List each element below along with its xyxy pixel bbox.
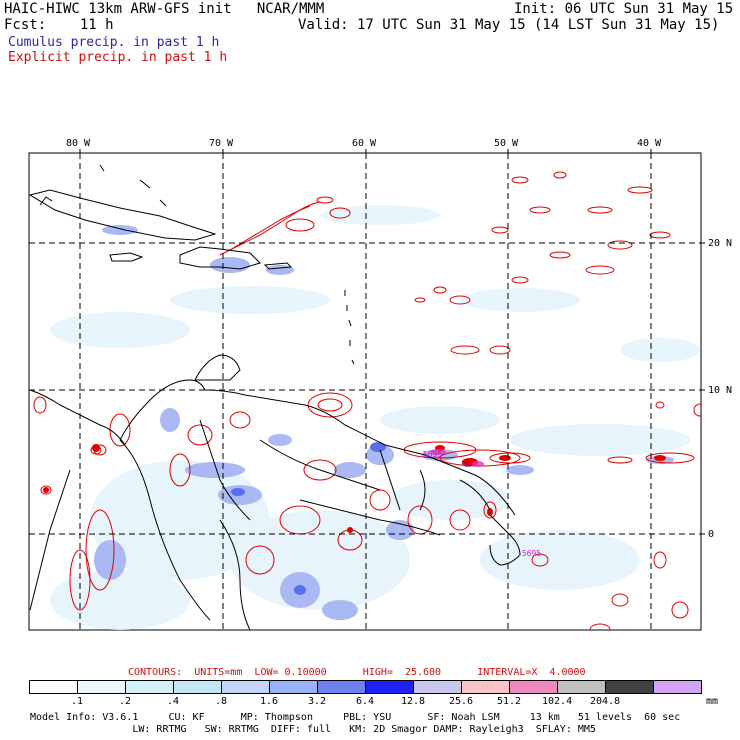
lat-label-20n: 20 N: [708, 238, 732, 249]
colorbar-swatch: [413, 680, 462, 694]
colorbar-label: .8: [215, 696, 228, 707]
colorbar-swatch: [29, 680, 78, 694]
lon-label-50w: 50 W: [494, 138, 519, 149]
colorbar-label: 51.2: [497, 696, 522, 707]
colorbar-swatch: [653, 680, 702, 694]
model-info-line2: LW: RRTMG SW: RRTMG DIFF: full KM: 2D Sm…: [30, 724, 596, 735]
lon-ticks: [79, 149, 705, 535]
cumulus-legend: Cumulus precip. in past 1 h: [8, 35, 220, 50]
explicit-precip-cores: [43, 444, 666, 533]
explicit-legend: Explicit precip. in past 1 h: [8, 50, 228, 65]
colorbar-swatch: [461, 680, 510, 694]
colorbar-label: 204.8: [590, 696, 621, 707]
feature-label-2: .5695: [517, 549, 541, 558]
precip-map: .5695 .5695 80 W 70 W 60 W 50 W 40 W 20 …: [28, 138, 732, 631]
model-info-line1: Model Info: V3.6.1 CU: KF MP: Thompson P…: [30, 712, 681, 723]
lat-label-10n: 10 N: [708, 385, 732, 396]
colorbar-label: 25.6: [449, 696, 474, 707]
lon-label-70w: 70 W: [209, 138, 234, 149]
grid-lines: [29, 153, 701, 630]
colorbar-swatch: [317, 680, 366, 694]
colorbar-swatch: [77, 680, 126, 694]
contours-info: CONTOURS: UNITS=mm LOW= 0.10000 HIGH= 25…: [128, 667, 586, 678]
colorbar-swatch: [221, 680, 270, 694]
feature-label-1: .5695: [418, 450, 442, 459]
colorbar-swatch: [125, 680, 174, 694]
colorbar-label: 3.2: [308, 696, 327, 707]
forecast-hour: Fcst: 11 h: [4, 17, 114, 33]
colorbar-units: mm: [706, 696, 719, 707]
colorbar-label: .4: [167, 696, 180, 707]
colorbar-swatch: [173, 680, 222, 694]
lat-label-0: 0: [708, 529, 714, 540]
colorbar-swatch: [557, 680, 606, 694]
colorbar-swatch: [365, 680, 414, 694]
model-title: HAIC-HIWC 13km ARW-GFS init NCAR/MMM: [4, 1, 325, 17]
colorbar-label: 12.8: [401, 696, 426, 707]
init-time: Init: 06 UTC Sun 31 May 15: [514, 1, 734, 17]
colorbar-swatch: [605, 680, 654, 694]
colorbar-swatch: [269, 680, 318, 694]
colorbar-label: 6.4: [356, 696, 375, 707]
heavy-precip-highlight: [430, 449, 484, 467]
lon-label-40w: 40 W: [637, 138, 662, 149]
colorbar-label: 1.6: [260, 696, 279, 707]
colorbar-swatch: [509, 680, 558, 694]
lon-label-60w: 60 W: [352, 138, 377, 149]
colorbar-label: .2: [119, 696, 132, 707]
colorbar-label: .1: [71, 696, 84, 707]
lon-label-80w: 80 W: [66, 138, 91, 149]
valid-time: Valid: 17 UTC Sun 31 May 15 (14 LST Sun …: [298, 17, 720, 33]
colorbar-label: 102.4: [542, 696, 573, 707]
